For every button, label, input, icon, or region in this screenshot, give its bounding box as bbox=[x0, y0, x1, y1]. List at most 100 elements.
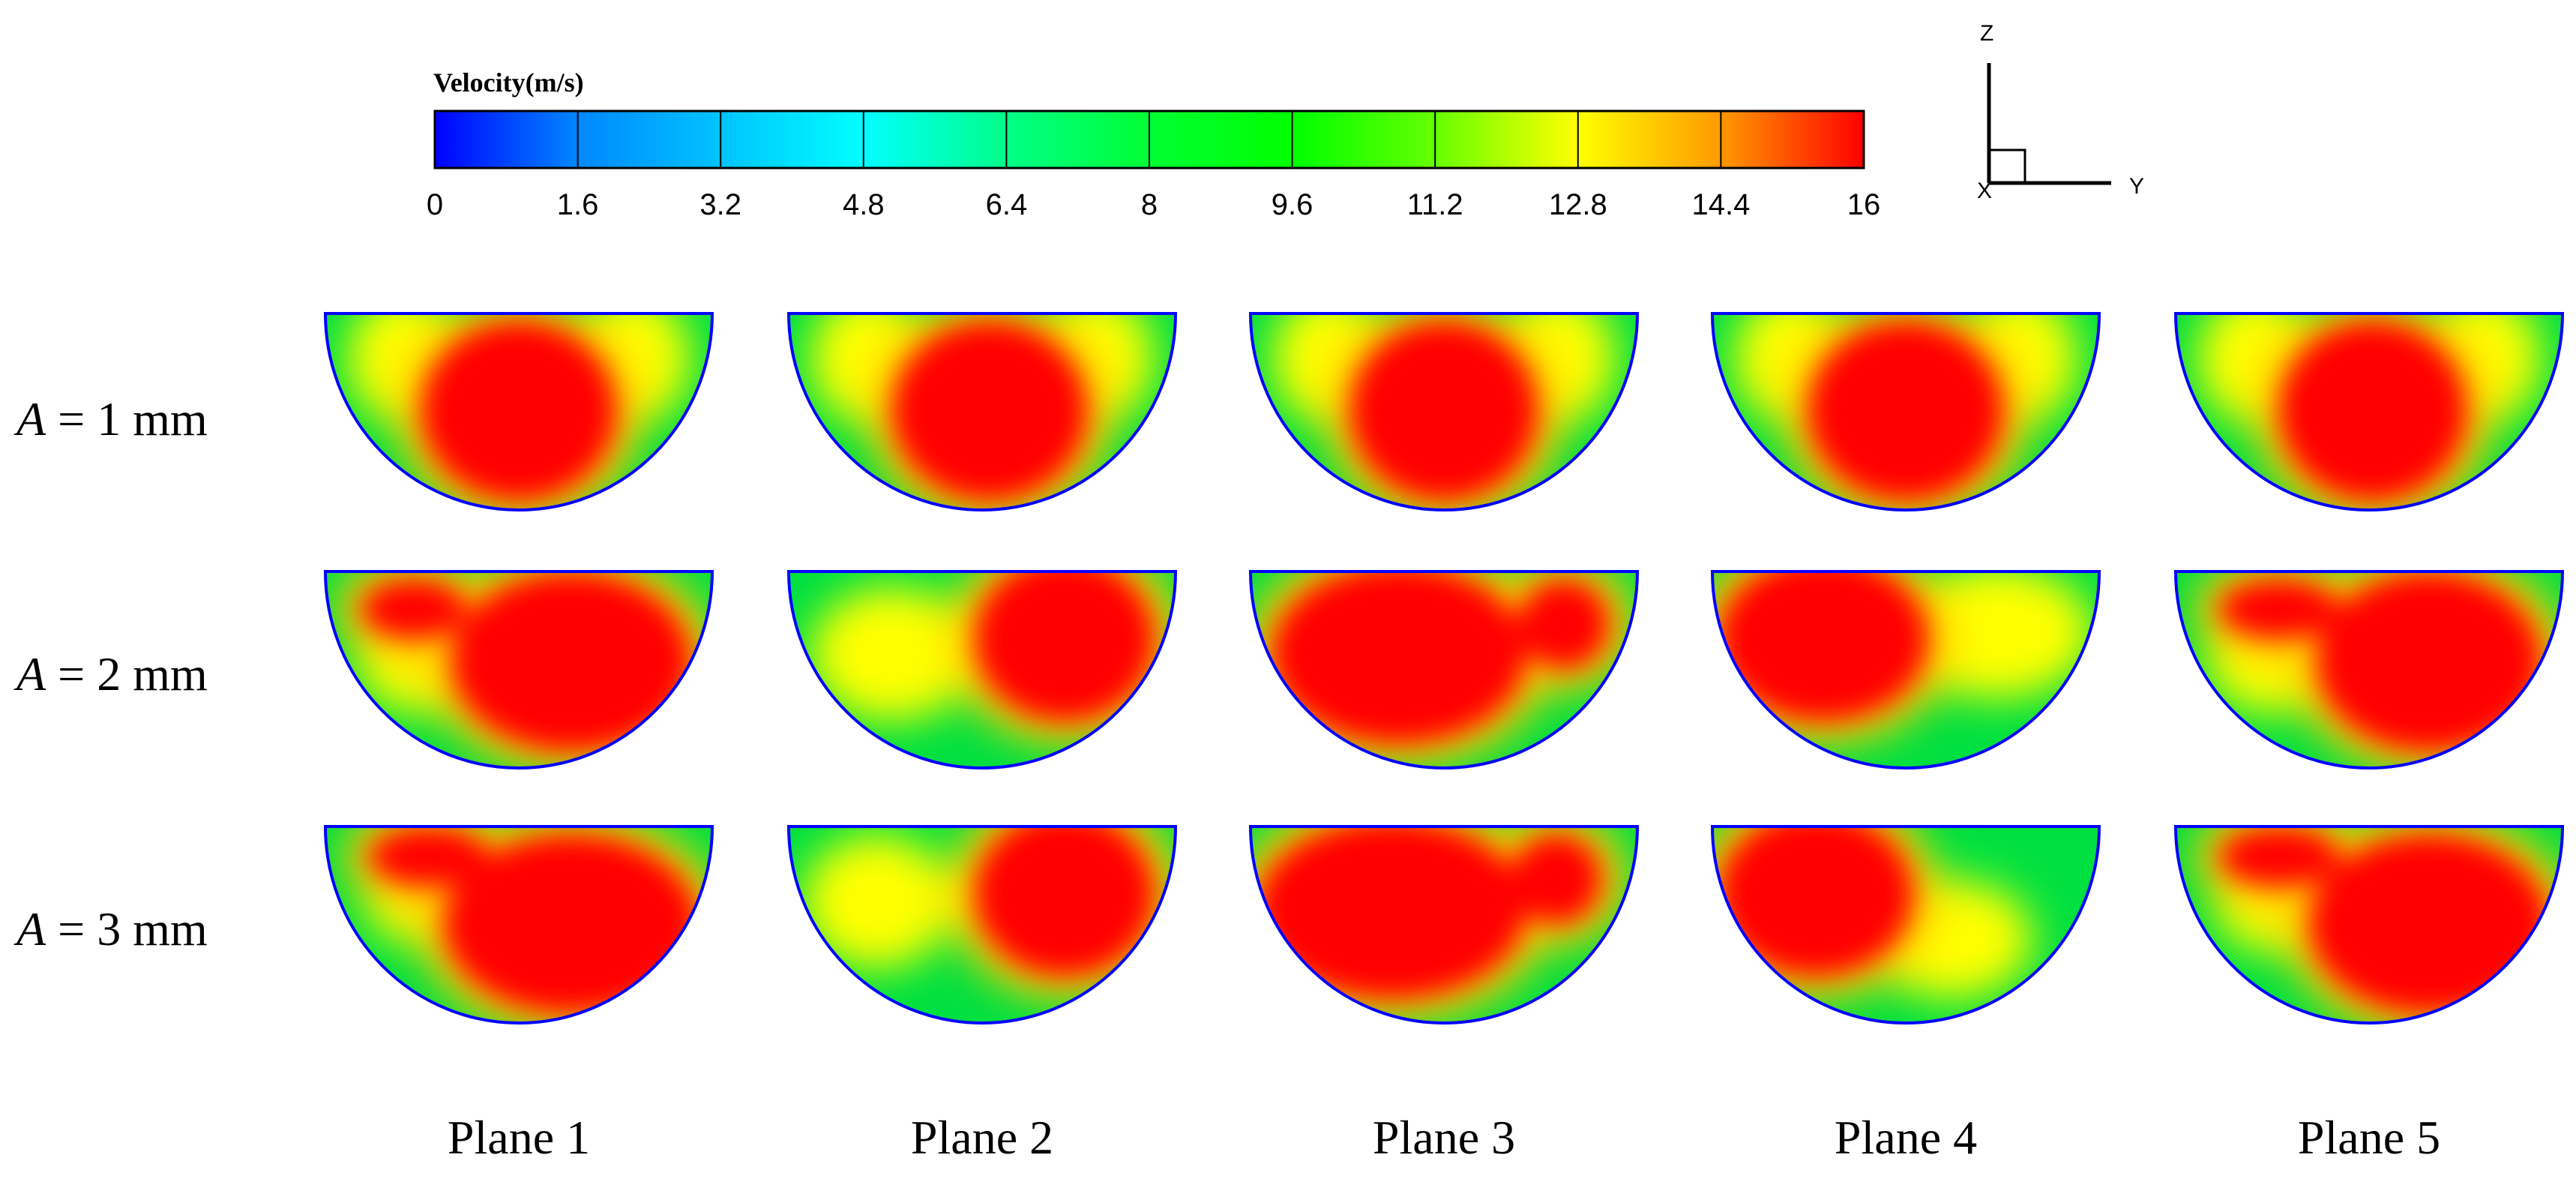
contour-wall bbox=[1710, 570, 2101, 770]
axis-origin-box bbox=[1987, 148, 2026, 184]
x-axis-label: X bbox=[1977, 178, 1992, 203]
contour-high-region bbox=[1511, 834, 1601, 924]
contour-core bbox=[1350, 321, 1538, 501]
y-axis-label: Y bbox=[2129, 174, 2144, 199]
colorbar-tick-label: 8 bbox=[1141, 188, 1158, 221]
column-labels: Plane 1 Plane 2 Plane 3 Plane 4 Plane 5 bbox=[448, 1111, 2440, 1164]
column-label-plane-2: Plane 2 bbox=[911, 1111, 1053, 1164]
contour-panel-row3-plane3 bbox=[1251, 826, 1637, 1023]
contour-panel-row2-plane5 bbox=[2176, 572, 2563, 768]
colorbar-tick-label: 0 bbox=[427, 188, 443, 221]
contour-core bbox=[1257, 826, 1601, 999]
contour-wall bbox=[323, 825, 714, 1024]
contour-high-region bbox=[2309, 834, 2549, 1014]
contour-high-region bbox=[1808, 321, 2003, 501]
axis-triad: Z Y X bbox=[1977, 21, 2144, 203]
contour-high-region bbox=[444, 834, 699, 1014]
contour-core bbox=[1718, 572, 1928, 722]
column-label-plane-4: Plane 4 bbox=[1835, 1111, 1977, 1164]
contour-wall bbox=[786, 570, 1178, 770]
contour-panel-row3-plane1 bbox=[325, 826, 712, 1023]
z-axis-label: Z bbox=[1980, 21, 1993, 46]
row-label-3: A = 3 mm bbox=[13, 902, 208, 956]
contour-wall bbox=[1248, 825, 1640, 1024]
contour-high-region bbox=[1519, 579, 1609, 669]
contour-mid-region bbox=[810, 586, 975, 722]
contour-wall bbox=[323, 570, 714, 770]
contour-core bbox=[2219, 826, 2549, 1014]
contour-wall bbox=[2173, 825, 2565, 1024]
contour-high-region bbox=[975, 826, 1155, 976]
colorbar-tick-label: 16 bbox=[1847, 188, 1881, 221]
contour-core bbox=[1272, 572, 1609, 744]
colorbar-tick-label: 1.6 bbox=[557, 188, 599, 221]
contour-core bbox=[975, 572, 1155, 722]
row-labels: A = 1 mm A = 2 mm A = 3 mm bbox=[13, 392, 208, 956]
contour-wall bbox=[2173, 312, 2565, 512]
contour-wall bbox=[786, 312, 1178, 512]
contour-core bbox=[361, 572, 691, 752]
contour-grid bbox=[323, 312, 2565, 1024]
contour-high-region bbox=[1257, 826, 1526, 999]
colorbar-tick-label: 14.4 bbox=[1691, 188, 1750, 221]
contour-high-region bbox=[1718, 572, 1928, 722]
colorbar-tick-label: 9.6 bbox=[1272, 188, 1313, 221]
contour-panel-row1-plane3 bbox=[1251, 314, 1637, 510]
contour-high-region bbox=[369, 826, 489, 886]
colorbar-tick-label: 11.2 bbox=[1407, 188, 1463, 221]
column-label-plane-5: Plane 5 bbox=[2298, 1111, 2440, 1164]
contour-panel-row3-plane2 bbox=[789, 826, 1176, 1023]
contour-core bbox=[1718, 826, 1913, 976]
row-label-1: A = 1 mm bbox=[13, 392, 208, 446]
contour-panel-row1-plane5 bbox=[2176, 314, 2563, 510]
contour-high-region bbox=[421, 321, 616, 501]
colorbar: Velocity(m/s) 0 1.6 3.2 4.8 6.4 8 9.6 11.2 12.8 1… bbox=[427, 68, 1880, 221]
contour-core bbox=[975, 826, 1155, 976]
colorbar-tick-label: 12.8 bbox=[1549, 188, 1607, 221]
contour-high-region bbox=[892, 321, 1087, 501]
contour-wall bbox=[1710, 825, 2101, 1024]
contour-high-region bbox=[2279, 321, 2467, 501]
contour-core bbox=[421, 321, 616, 501]
contour-core bbox=[2279, 321, 2467, 501]
contour-mid-region bbox=[802, 834, 952, 969]
colorbar-tick-labels: 0 1.6 3.2 4.8 6.4 8 9.6 11.2 12.8 14.4 16 bbox=[427, 188, 1880, 221]
contour-high-region bbox=[1272, 572, 1526, 744]
contour-wall bbox=[786, 825, 1178, 1024]
contour-high-region bbox=[361, 579, 466, 639]
contour-panel-row2-plane2 bbox=[789, 572, 1176, 768]
colorbar-tick-label: 3.2 bbox=[699, 188, 741, 221]
contour-high-region bbox=[451, 572, 691, 752]
contour-panel-row2-plane1 bbox=[325, 572, 712, 768]
contour-high-region bbox=[1350, 321, 1538, 501]
contour-wall bbox=[2173, 570, 2565, 770]
colorbar-tick-label: 4.8 bbox=[843, 188, 885, 221]
colorbar-title: Velocity(m/s) bbox=[433, 68, 584, 98]
row-label-2: A = 2 mm bbox=[13, 647, 208, 700]
contour-panel-row1-plane2 bbox=[789, 314, 1176, 510]
contour-panel-row3-plane5 bbox=[2176, 826, 2563, 1023]
contour-high-region bbox=[2317, 572, 2542, 752]
contour-panel-row2-plane4 bbox=[1712, 572, 2099, 768]
contour-core bbox=[369, 826, 699, 1014]
contour-panel-row3-plane4 bbox=[1712, 826, 2099, 1023]
contour-panel-row2-plane3 bbox=[1251, 572, 1637, 768]
contour-high-region bbox=[2219, 826, 2339, 886]
contour-wall bbox=[323, 312, 714, 512]
contour-wall bbox=[1710, 312, 2101, 512]
contour-high-region bbox=[1718, 826, 1913, 976]
contour-core bbox=[892, 321, 1087, 501]
column-label-plane-3: Plane 3 bbox=[1373, 1111, 1515, 1164]
contour-core bbox=[2219, 572, 2542, 752]
contour-wall bbox=[1248, 570, 1640, 770]
contour-wall bbox=[1248, 312, 1640, 512]
contour-high-region bbox=[2219, 579, 2339, 639]
contour-core bbox=[1808, 321, 2003, 501]
colorbar-tick-label: 6.4 bbox=[986, 188, 1028, 221]
colorbar-dividers bbox=[577, 111, 1722, 168]
contour-panel-row1-plane1 bbox=[325, 314, 712, 510]
contour-panel-row1-plane4 bbox=[1712, 314, 2099, 510]
column-label-plane-1: Plane 1 bbox=[448, 1111, 590, 1164]
contour-high-region bbox=[975, 572, 1155, 722]
